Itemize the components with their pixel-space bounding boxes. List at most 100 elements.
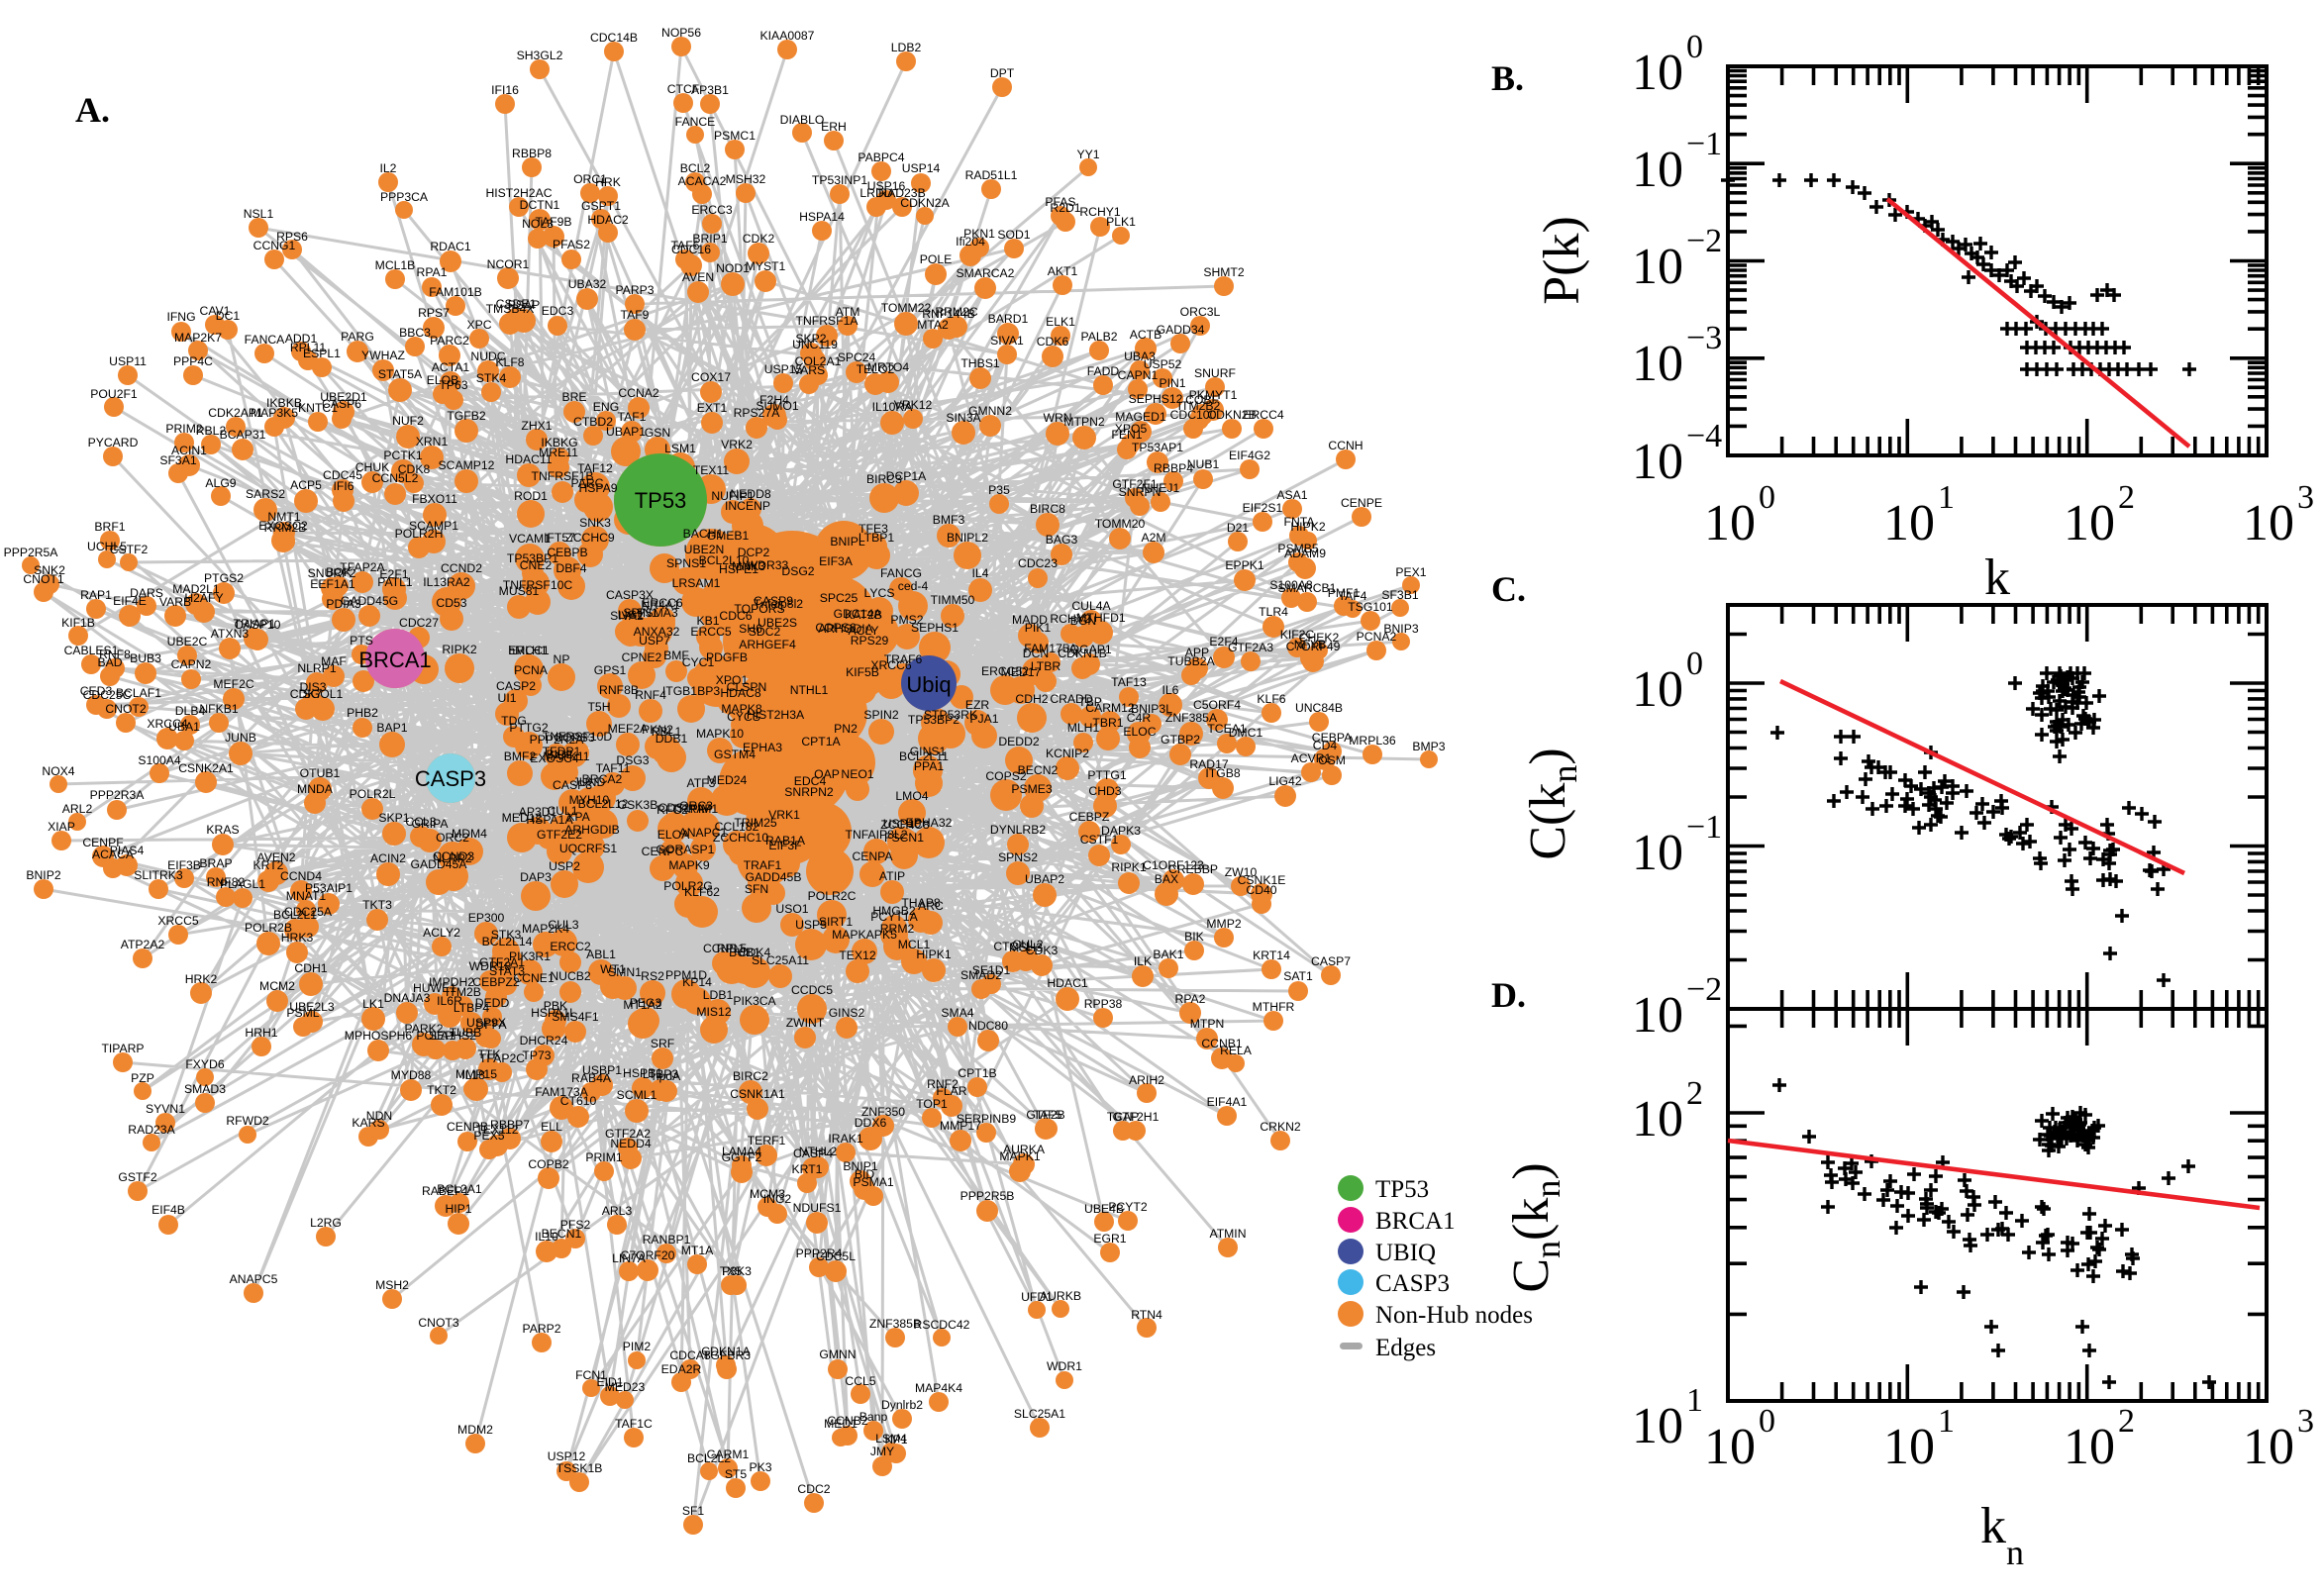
svg-text:k: k [1984,549,2010,606]
svg-text:ZHX1: ZHX1 [521,419,552,433]
svg-text:10: 10 [2243,495,2294,551]
svg-text:CDC6: CDC6 [719,609,752,623]
svg-text:BAP1: BAP1 [376,721,407,735]
svg-text:PIM2: PIM2 [623,1340,652,1353]
svg-text:USP52: USP52 [1144,357,1182,371]
svg-text:RPP38: RPP38 [1084,997,1123,1011]
svg-text:−3: −3 [1686,320,1722,356]
svg-text:ARHGDIB: ARHGDIB [564,823,620,837]
svg-text:STK3: STK3 [491,928,522,942]
svg-text:0: 0 [1759,479,1775,516]
svg-text:CARM12: CARM12 [1085,701,1135,715]
svg-text:DPT: DPT [990,66,1015,80]
svg-text:USP16: USP16 [867,179,906,193]
svg-text:BIRC2: BIRC2 [733,1069,768,1083]
svg-text:POU2F1: POU2F1 [90,387,138,401]
svg-text:TGFB2: TGFB2 [447,409,485,423]
svg-text:OSM: OSM [1318,753,1346,767]
svg-text:PIN1: PIN1 [1159,376,1185,390]
svg-text:GDC14A: GDC14A [834,607,883,621]
svg-text:FEN1: FEN1 [1111,428,1142,442]
svg-text:DCP1A: DCP1A [886,469,928,483]
svg-text:BAD: BAD [97,655,122,669]
svg-text:ERCC4: ERCC4 [1243,408,1284,422]
svg-text:C7ORF49: C7ORF49 [1286,640,1341,653]
svg-text:TAF13: TAF13 [1111,675,1147,689]
svg-text:BMF: BMF [663,648,689,662]
svg-text:PPP2R5B: PPP2R5B [960,1189,1015,1203]
svg-text:SPC24: SPC24 [838,350,876,364]
svg-text:CDH1: CDH1 [294,961,327,975]
svg-text:CCNE1: CCNE1 [513,971,555,985]
svg-text:USP7: USP7 [639,634,670,648]
svg-text:ced-4: ced-4 [898,579,929,593]
svg-text:LK1: LK1 [362,997,384,1011]
svg-text:GTF2A1: GTF2A1 [479,955,525,969]
svg-text:USP2: USP2 [549,859,580,873]
svg-text:TGFBR3: TGFBR3 [703,1348,751,1362]
svg-text:BECN2: BECN2 [1018,763,1059,777]
svg-text:EIF4A1: EIF4A1 [1207,1095,1248,1109]
svg-text:ORC2: ORC2 [436,831,469,845]
svg-text:BAX: BAX [1155,872,1178,886]
svg-text:TAF12: TAF12 [577,461,613,475]
svg-text:SMARCB1: SMARCB1 [1278,581,1337,595]
svg-text:CCNA2: CCNA2 [618,386,659,400]
svg-text:GINS2: GINS2 [829,1006,865,1020]
svg-text:R2D1: R2D1 [1050,201,1080,215]
svg-text:MED23: MED23 [605,1380,646,1394]
svg-text:NUFIP1: NUFIP1 [711,489,755,503]
svg-text:TAF9: TAF9 [621,308,650,322]
svg-text:T5H: T5H [587,700,610,714]
svg-text:SFN: SFN [745,882,768,896]
svg-text:XIAP: XIAP [48,820,75,834]
svg-text:MDM4: MDM4 [452,827,487,841]
svg-text:MRE11: MRE11 [539,446,578,459]
svg-text:MSH3: MSH3 [1009,941,1043,954]
svg-text:TMSB4X: TMSB4X [486,302,535,316]
svg-text:STK4: STK4 [476,371,507,385]
svg-text:UBA3: UBA3 [1124,349,1156,363]
svg-text:LSM1: LSM1 [664,442,696,455]
svg-text:3: 3 [2297,1403,2314,1440]
svg-text:RFC2: RFC2 [656,803,688,817]
svg-text:TEX11: TEX11 [693,463,730,477]
svg-text:COX17: COX17 [691,370,731,384]
svg-text:SLC25A11: SLC25A11 [752,953,809,967]
svg-text:CDKN2B: CDKN2B [1207,408,1256,422]
svg-text:VCAM1: VCAM1 [509,532,551,546]
svg-text:SKP1: SKP1 [378,811,409,825]
svg-text:SMS4F1: SMS4F1 [552,1010,599,1024]
svg-text:ERCC3: ERCC3 [691,203,733,217]
svg-text:JUND: JUND [573,775,606,789]
svg-text:MMP15: MMP15 [455,1067,497,1081]
svg-text:POLA1: POLA1 [416,1029,455,1043]
svg-text:Ubiq: Ubiq [906,672,951,697]
svg-text:GMNN2: GMNN2 [968,404,1012,418]
svg-text:SPC25: SPC25 [820,591,858,605]
svg-text:PCNA: PCNA [514,663,549,677]
svg-text:ZNF385A: ZNF385A [1165,711,1218,725]
svg-text:COPS3: COPS3 [554,731,595,745]
svg-text:CASP2: CASP2 [496,679,536,693]
svg-text:CASP10: CASP10 [235,618,281,632]
svg-text:IL18: IL18 [461,1068,485,1082]
svg-text:ERCC52: ERCC52 [981,664,1029,678]
svg-text:10: 10 [1632,434,1683,490]
svg-text:PBK: PBK [544,999,567,1013]
svg-text:CDC14B: CDC14B [590,31,638,45]
svg-text:BCAP31: BCAP31 [220,428,266,442]
svg-text:GSK3B: GSK3B [618,798,658,812]
svg-text:SKP2: SKP2 [795,332,826,346]
svg-text:PSME3: PSME3 [1011,782,1053,796]
svg-text:TOMM20: TOMM20 [1095,517,1146,531]
svg-text:MAD2L1: MAD2L1 [172,582,220,596]
svg-text:FAM101B: FAM101B [429,285,482,299]
svg-text:BRIP1: BRIP1 [692,232,727,246]
svg-text:AP3B1: AP3B1 [691,83,729,97]
svg-text:GADD45B: GADD45B [746,870,802,884]
svg-text:TNFRSF1B: TNFRSF1B [532,469,594,483]
svg-text:KIF5B: KIF5B [846,665,879,679]
svg-text:UBA1: UBA1 [168,720,200,734]
svg-text:RAB4A: RAB4A [571,1071,612,1085]
